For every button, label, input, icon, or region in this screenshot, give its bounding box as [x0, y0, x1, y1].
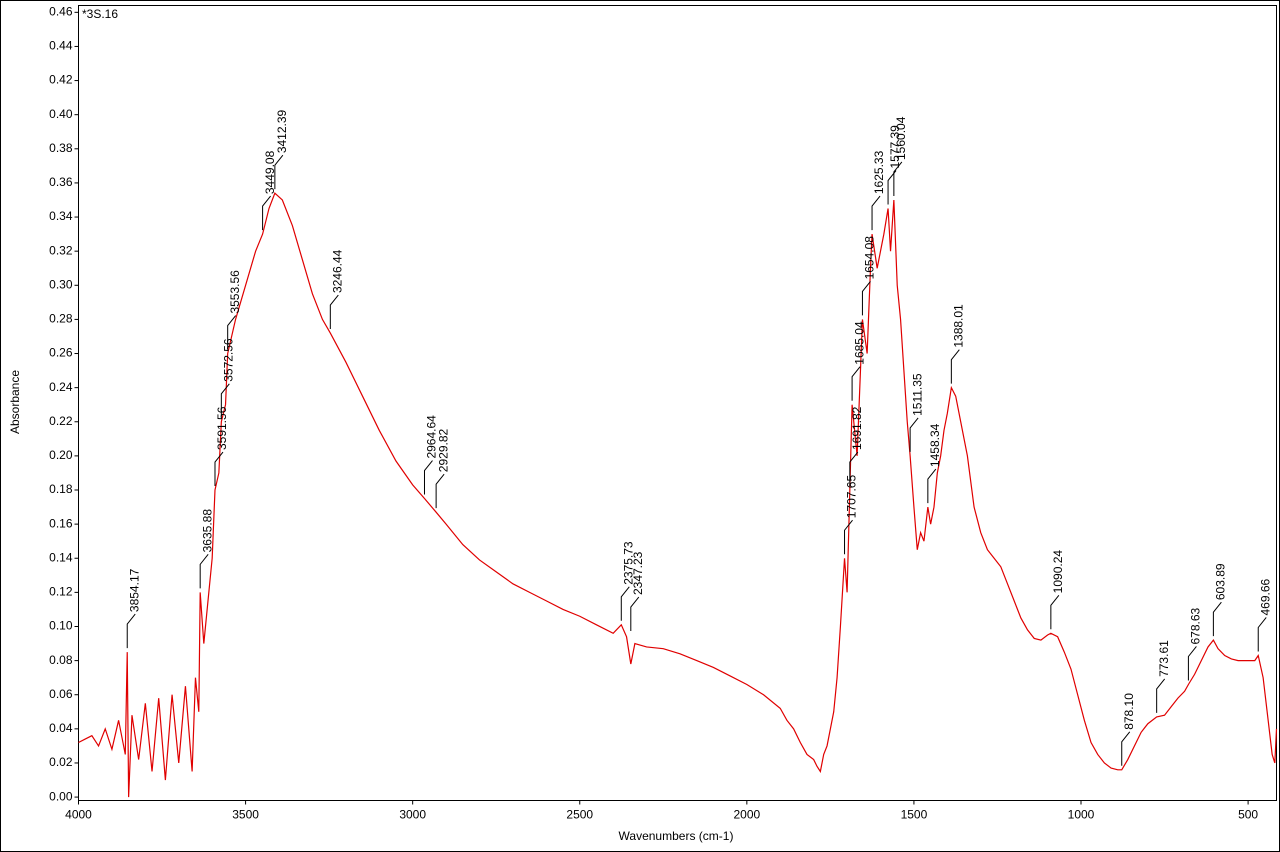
peak-leader — [893, 161, 903, 196]
y-tick-label: 0.26 — [49, 346, 73, 360]
peak-label: 1625.33 — [872, 150, 886, 194]
y-tick-label: 0.40 — [49, 107, 73, 121]
peak-leader — [849, 451, 859, 487]
peak-leader — [844, 519, 853, 555]
peak-label: 603.89 — [1214, 563, 1228, 600]
peak-label: 678.63 — [1189, 607, 1203, 644]
peak-label: 3449.08 — [263, 150, 277, 194]
x-tick-label: 1500 — [901, 808, 928, 822]
peak-leader — [214, 451, 224, 487]
y-tick-label: 0.42 — [49, 73, 73, 87]
y-tick-label: 0.06 — [49, 687, 73, 701]
peak-label: 1458.34 — [928, 423, 942, 467]
peak-leader — [1257, 617, 1267, 652]
peak-label: 773.61 — [1157, 640, 1171, 677]
peak-label: 469.66 — [1258, 578, 1272, 615]
peak-leader — [329, 294, 339, 330]
peak-label: 3591.56 — [215, 406, 229, 450]
peak-label: 2964.64 — [425, 415, 439, 459]
peak-leader — [126, 613, 136, 649]
peak-leader — [620, 586, 630, 621]
peak-label: 1691.82 — [850, 406, 864, 450]
peak-leader — [423, 460, 433, 495]
peak-label: 1388.01 — [952, 304, 966, 348]
y-tick-label: 0.38 — [49, 141, 73, 155]
peak-label: 2347.23 — [631, 551, 645, 595]
peak-label: 3553.56 — [228, 270, 242, 314]
peak-leader — [199, 554, 209, 589]
peak-leader — [1212, 601, 1222, 637]
x-axis-label: Wavenumbers (cm-1) — [619, 829, 734, 843]
y-tick-label: 0.14 — [49, 550, 73, 564]
peak-label: 878.10 — [1122, 693, 1136, 730]
peak-label: 3635.88 — [200, 509, 214, 553]
y-tick-label: 0.04 — [49, 721, 73, 735]
peak-leader — [950, 349, 960, 384]
peak-leader — [630, 596, 640, 632]
peak-label: 1090.24 — [1051, 550, 1065, 594]
peak-leader — [851, 366, 861, 401]
y-tick-label: 0.28 — [49, 312, 73, 326]
x-tick-label: 4000 — [65, 808, 92, 822]
y-tick-label: 0.34 — [49, 209, 73, 223]
y-tick-label: 0.22 — [49, 414, 73, 428]
y-tick-label: 0.32 — [49, 243, 73, 257]
peak-label: 3412.39 — [275, 109, 289, 153]
peak-label: 3246.44 — [330, 249, 344, 293]
x-tick-label: 3000 — [399, 808, 426, 822]
y-tick-label: 0.10 — [49, 619, 73, 633]
y-tick-label: 0.20 — [49, 448, 73, 462]
peak-leader — [262, 195, 271, 231]
spectrum-line — [78, 192, 1278, 798]
peak-label: 3572.56 — [222, 338, 236, 382]
y-tick-label: 0.36 — [49, 175, 73, 189]
y-tick-label: 0.02 — [49, 755, 73, 769]
peak-leader — [861, 281, 871, 316]
peak-label: 2375.73 — [621, 541, 635, 585]
peak-label: 1511.35 — [910, 373, 924, 416]
y-tick-label: 0.24 — [49, 380, 73, 394]
peak-label: 1654.08 — [863, 236, 877, 280]
x-tick-label: 3500 — [232, 808, 259, 822]
peak-label: 2929.82 — [436, 428, 450, 472]
peak-label: 1560.04 — [894, 116, 908, 160]
y-tick-label: 0.18 — [49, 482, 73, 496]
peak-leader — [909, 417, 919, 452]
y-tick-label: 0.12 — [49, 585, 73, 599]
peak-leader — [220, 383, 230, 418]
y-tick-label: 0.30 — [49, 277, 73, 291]
peak-label: 1685.04 — [852, 321, 866, 365]
x-tick-label: 2500 — [566, 808, 593, 822]
peak-leader — [1187, 646, 1197, 681]
y-tick-label: 0.44 — [49, 39, 73, 53]
peak-label: 3854.17 — [127, 568, 141, 612]
peak-label: 1577.39 — [888, 125, 902, 169]
peak-leader — [1121, 731, 1131, 766]
y-axis-label: Absorbance — [8, 370, 22, 434]
peak-leader — [274, 154, 284, 190]
peak-leader — [227, 315, 237, 350]
plot-area — [78, 5, 1277, 801]
peak-leader — [1156, 678, 1166, 713]
peak-leader — [871, 195, 881, 231]
x-tick-label: 500 — [1238, 808, 1258, 822]
x-tick-label: 2000 — [733, 808, 760, 822]
y-tick-label: 0.08 — [49, 653, 73, 667]
peak-leader — [927, 468, 937, 504]
chart-title: *3S.16 — [82, 7, 118, 21]
y-tick-label: 0.00 — [49, 789, 73, 803]
x-tick-label: 1000 — [1068, 808, 1095, 822]
peak-leader — [1050, 594, 1060, 630]
peak-label: 1707.65 — [845, 475, 859, 519]
peak-leader — [435, 473, 445, 509]
y-tick-label: 0.16 — [49, 516, 73, 530]
y-tick-label: 0.46 — [49, 4, 73, 18]
